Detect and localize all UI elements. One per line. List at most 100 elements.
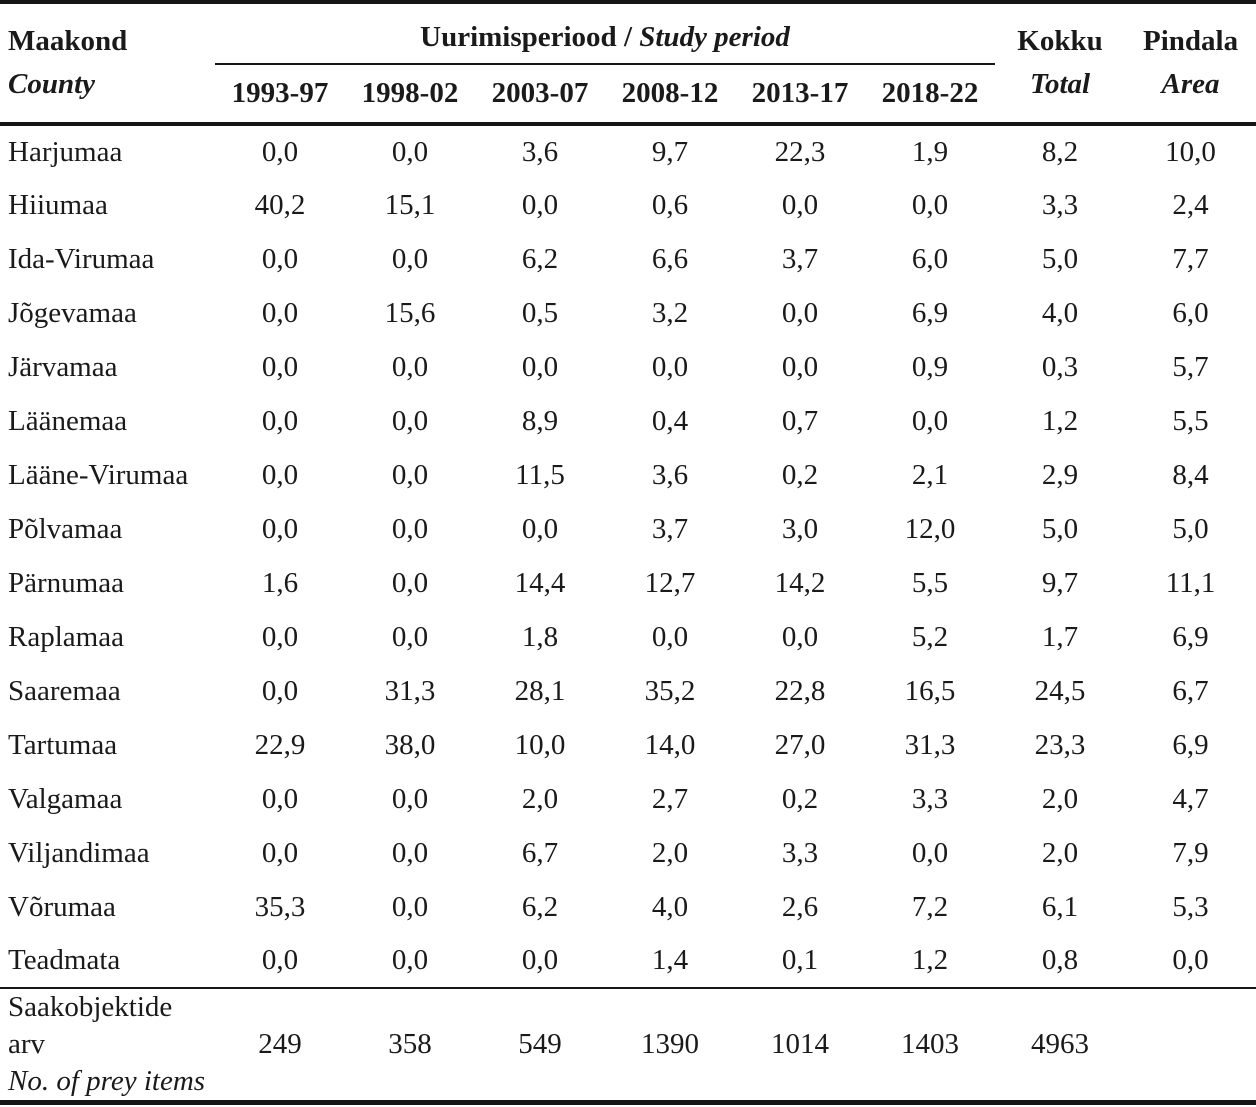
value-cell: 0,0 [391, 135, 429, 168]
area-cell: 6,0 [1172, 296, 1209, 329]
county-cell: Tartumaa [8, 728, 118, 761]
value-cell: 0,0 [391, 566, 429, 599]
value-cell: 0,0 [261, 350, 299, 383]
value-cell: 0,0 [261, 242, 299, 275]
area-cell: 7,9 [1172, 836, 1209, 869]
value-cell: 0,6 [651, 188, 689, 221]
value-cell: 7,2 [911, 890, 949, 923]
value-cell: 0,0 [261, 404, 299, 437]
value-cell: 0,0 [781, 350, 819, 383]
total-cell: 5,0 [1041, 512, 1079, 545]
value-cell: 2,0 [521, 782, 559, 815]
table-row: Teadmata 0,0 0,0 0,0 1,4 0,1 1,2 0,8 0,0 [0, 934, 1256, 988]
county-cell: Teadmata [8, 944, 121, 976]
value-cell: 6,2 [521, 890, 559, 923]
value-cell: 0,0 [261, 674, 299, 707]
study-period-separator: / [623, 21, 632, 53]
area-cell: 6,9 [1172, 620, 1209, 653]
footer-value-cell: 249 [258, 1028, 302, 1060]
value-cell: 1,4 [651, 944, 689, 976]
value-cell: 35,3 [254, 890, 306, 923]
value-cell: 1,6 [261, 566, 299, 599]
value-cell: 0,0 [521, 512, 559, 545]
total-cell: 24,5 [1034, 674, 1086, 707]
county-cell: Ida-Virumaa [8, 242, 155, 275]
table-row: Põlvamaa 0,0 0,0 0,0 3,7 3,0 12,0 5,0 5,0 [0, 502, 1256, 556]
value-cell: 0,4 [651, 404, 689, 437]
header-row-top: Maakond County Uurimisperiood / Study pe… [0, 2, 1256, 100]
table-footer: Saakobjektide arv No. of prey items 249 3… [0, 988, 1256, 1103]
value-cell: 0,0 [781, 188, 819, 221]
value-cell: 14,0 [644, 728, 696, 761]
value-cell: 3,2 [651, 296, 689, 329]
footer-value-cell: 1403 [901, 1028, 960, 1060]
value-cell: 1,2 [911, 944, 949, 976]
study-period-group-header: Uurimisperiood / Study period [215, 2, 996, 65]
county-cell: Põlvamaa [8, 512, 123, 545]
table-row: Järvamaa 0,0 0,0 0,0 0,0 0,0 0,9 0,3 5,7 [0, 340, 1256, 394]
value-cell: 0,0 [261, 782, 299, 815]
value-cell: 0,0 [391, 890, 429, 923]
value-cell: 0,0 [261, 296, 299, 329]
value-cell: 10,0 [514, 728, 566, 761]
total-cell: 23,3 [1034, 728, 1086, 761]
county-cell: Võrumaa [8, 890, 116, 923]
value-cell: 3,6 [651, 458, 689, 491]
total-cell: 0,3 [1041, 350, 1079, 383]
value-cell: 3,0 [781, 512, 819, 545]
footer-value-cell: 358 [388, 1028, 432, 1060]
value-cell: 0,0 [521, 944, 559, 976]
study-period-label-et: Uurimisperiood [420, 21, 617, 53]
area-cell: 4,7 [1172, 782, 1209, 815]
area-cell: 5,3 [1172, 890, 1209, 923]
value-cell: 40,2 [254, 188, 306, 221]
table-row: Hiiumaa 40,2 15,1 0,0 0,6 0,0 0,0 3,3 2,4 [0, 178, 1256, 232]
value-cell: 0,0 [911, 836, 949, 869]
value-cell: 12,0 [904, 512, 956, 545]
area-cell: 11,1 [1165, 566, 1216, 599]
table-body: Harjumaa 0,0 0,0 3,6 9,7 22,3 1,9 8,2 10,0 Hiiuma… [0, 124, 1256, 988]
value-cell: 3,6 [521, 135, 559, 168]
value-cell: 6,9 [911, 296, 949, 329]
total-cell: 0,8 [1041, 944, 1079, 976]
value-cell: 5,5 [911, 566, 949, 599]
value-cell: 6,2 [521, 242, 559, 275]
value-cell: 0,0 [261, 458, 299, 491]
area-column-header: Pindala Area [1125, 2, 1256, 124]
value-cell: 2,0 [651, 836, 689, 869]
value-cell: 0,0 [261, 135, 299, 168]
value-cell: 6,0 [911, 242, 949, 275]
value-cell: 5,2 [911, 620, 949, 653]
value-cell: 3,7 [781, 242, 819, 275]
value-cell: 0,0 [391, 350, 429, 383]
total-cell: 1,7 [1041, 620, 1079, 653]
value-cell: 0,0 [521, 188, 559, 221]
period-column-header: 2013-17 [751, 77, 849, 109]
table-row: Võrumaa 35,3 0,0 6,2 4,0 2,6 7,2 6,1 5,3 [0, 880, 1256, 934]
value-cell: 0,0 [261, 512, 299, 545]
county-cell: Saaremaa [8, 674, 121, 707]
total-cell: 2,0 [1041, 836, 1079, 869]
county-cell: Läänemaa [8, 404, 128, 437]
total-cell: 5,0 [1041, 242, 1079, 275]
county-cell: Hiiumaa [8, 188, 108, 221]
period-column-header: 1993-97 [231, 77, 329, 109]
area-cell: 7,7 [1172, 242, 1209, 275]
value-cell: 11,5 [515, 458, 565, 491]
value-cell: 0,0 [781, 620, 819, 653]
value-cell: 15,1 [384, 188, 436, 221]
total-label-et: Kokku [1017, 25, 1103, 57]
value-cell: 0,1 [781, 944, 819, 976]
table-row: Läänemaa 0,0 0,0 8,9 0,4 0,7 0,0 1,2 5,5 [0, 394, 1256, 448]
value-cell: 22,3 [774, 135, 826, 168]
total-cell: 8,2 [1041, 135, 1079, 168]
value-cell: 0,0 [391, 458, 429, 491]
footer-value-cell: 549 [518, 1028, 562, 1060]
county-label-en: County [8, 68, 96, 100]
value-cell: 16,5 [904, 674, 956, 707]
table-header: Maakond County Uurimisperiood / Study pe… [0, 2, 1256, 124]
value-cell: 0,2 [781, 458, 819, 491]
period-column-header: 2003-07 [491, 77, 589, 109]
